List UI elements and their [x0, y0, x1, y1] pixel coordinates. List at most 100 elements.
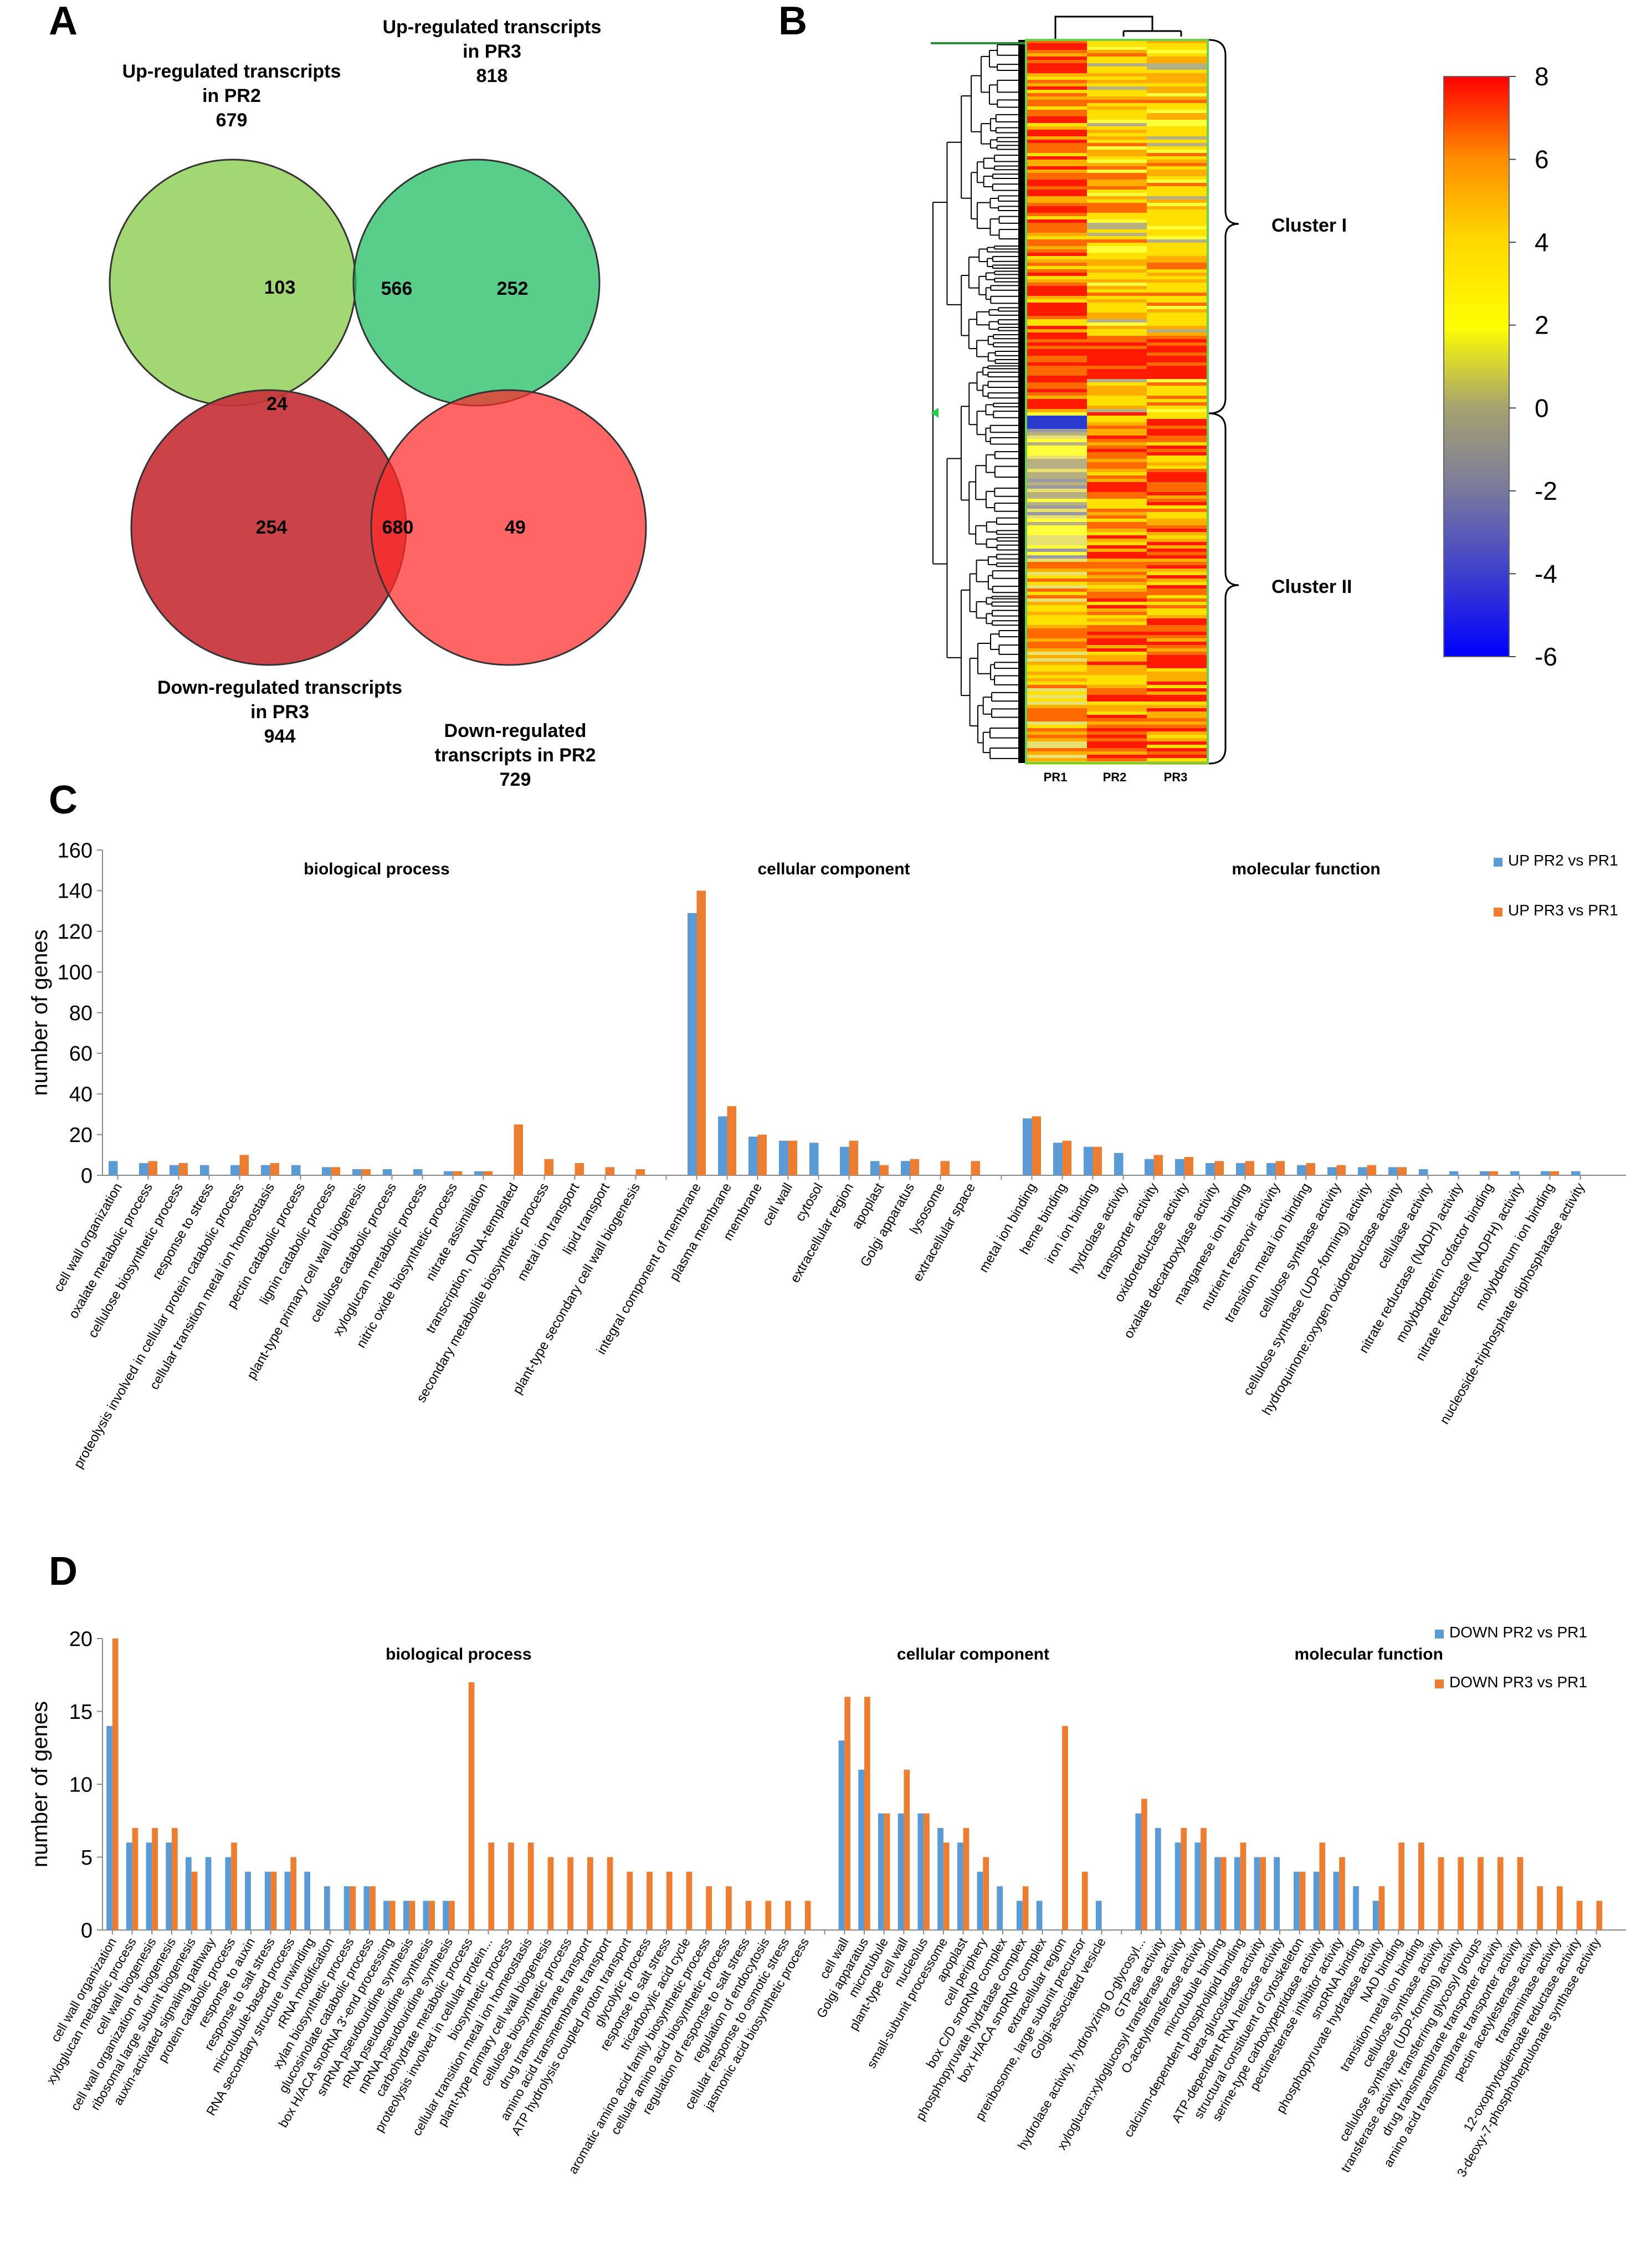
heatmap-cell — [1147, 525, 1208, 529]
heatmap-cell — [1147, 246, 1208, 249]
bar — [1017, 1901, 1023, 1930]
heatmap-cell — [1026, 569, 1087, 572]
heatmap-cell — [1147, 176, 1208, 180]
heatmap-cell — [1087, 346, 1147, 349]
heatmap-cell — [1147, 618, 1208, 622]
bar — [706, 1886, 712, 1930]
venn-region-up-pr2-only: 103 — [264, 277, 296, 298]
heatmap-cell — [1087, 263, 1147, 266]
heatmap-cell — [1026, 588, 1087, 592]
heatmap-cell — [1147, 685, 1208, 688]
venn-subtitle-up-pr2: in PR2 — [202, 85, 261, 106]
heatmap-cell — [1087, 399, 1147, 402]
heatmap-cell — [1026, 545, 1087, 549]
heatmap-cell — [1087, 615, 1147, 618]
heatmap-cell — [1026, 485, 1087, 489]
heatmap-cell — [1026, 80, 1087, 83]
bar — [1175, 1842, 1181, 1930]
heatmap-cell — [1147, 239, 1208, 243]
heatmap-cell — [1026, 226, 1087, 229]
bar — [983, 1857, 989, 1930]
bar — [350, 1886, 356, 1930]
heatmap-cell — [1026, 721, 1087, 725]
bar — [1537, 1886, 1543, 1930]
bar — [898, 1813, 904, 1930]
heatmap-cell — [1147, 675, 1208, 678]
venn-count-down-pr2: 729 — [500, 769, 531, 790]
bar — [291, 1165, 301, 1175]
bar — [1084, 1146, 1093, 1175]
bar — [849, 1140, 858, 1175]
heatmap-cell — [1087, 509, 1147, 512]
heatmap-cell — [1147, 602, 1208, 605]
bar — [1372, 1901, 1379, 1930]
heatmap-cell — [1147, 672, 1208, 675]
heatmap-cell — [1026, 495, 1087, 499]
heatmap-cell — [1147, 123, 1208, 126]
column-dendrogram — [1054, 16, 1182, 41]
heatmap-cell — [1026, 146, 1087, 150]
scale-tick-label: -4 — [1535, 559, 1557, 588]
heatmap-cell — [1147, 499, 1208, 502]
heatmap-cell — [1147, 236, 1208, 239]
heatmap-cell — [1026, 73, 1087, 76]
heatmap-cell — [1026, 96, 1087, 100]
heatmap-cell — [1026, 60, 1087, 63]
legend-label: UP PR2 vs PR1 — [1508, 852, 1618, 869]
legend-swatch — [1435, 1680, 1444, 1688]
venn-region-up-both: 566 — [381, 278, 413, 299]
heatmap-cell — [1026, 502, 1087, 505]
heatmap-cell — [1087, 492, 1147, 495]
heatmap-cell — [1147, 449, 1208, 452]
heatmap-cell — [1087, 638, 1147, 642]
bar — [1236, 1163, 1245, 1175]
heatmap-cell — [1147, 702, 1208, 705]
heatmap-cell — [1087, 519, 1147, 522]
heatmap-cell — [1147, 339, 1208, 342]
heatmap-cell — [1147, 648, 1208, 652]
bar — [205, 1857, 212, 1930]
heatmap-cell — [1087, 605, 1147, 608]
heatmap-cell — [1147, 173, 1208, 176]
venn-region-up-pr2-down-pr3: 24 — [266, 393, 288, 414]
heatmap-cell — [1147, 57, 1208, 60]
bar — [1319, 1842, 1326, 1930]
heatmap-cell — [1087, 505, 1147, 509]
heatmap-cell — [1087, 116, 1147, 120]
bar — [1206, 1163, 1215, 1175]
heatmap-col-pr2: PR2 — [1103, 770, 1127, 784]
bar — [804, 1901, 811, 1930]
heatmap-cell — [1147, 366, 1208, 369]
bar — [322, 1167, 331, 1175]
heatmap-cell — [1147, 342, 1208, 346]
heatmap-cells — [1026, 40, 1208, 765]
heatmap-cell — [1147, 372, 1208, 376]
bar — [575, 1163, 584, 1175]
bar — [870, 1161, 880, 1175]
bar — [917, 1813, 924, 1930]
heatmap-cell — [1026, 93, 1087, 96]
heatmap-frame — [1025, 39, 1209, 764]
heatmap-cell — [1087, 47, 1147, 50]
heatmap-cell — [1026, 303, 1087, 306]
heatmap-cell — [1087, 668, 1147, 672]
heatmap-cell — [1087, 728, 1147, 731]
heatmap-cell — [1147, 146, 1208, 150]
venn-count-up-pr2: 679 — [216, 110, 248, 131]
bar — [106, 1726, 112, 1930]
heatmap-cell — [1087, 73, 1147, 76]
heatmap-cell — [1087, 698, 1147, 702]
bar — [547, 1857, 554, 1930]
heatmap-cell — [1147, 559, 1208, 562]
bar — [1367, 1165, 1376, 1175]
heatmap-cell — [1026, 751, 1087, 755]
heatmap-cell — [1026, 83, 1087, 86]
bar — [1201, 1827, 1207, 1930]
bar — [1181, 1827, 1187, 1930]
heatmap-cell — [1147, 392, 1208, 396]
bar — [1299, 1871, 1306, 1930]
heatmap-cell — [1147, 718, 1208, 721]
bar — [331, 1167, 340, 1175]
bar — [109, 1161, 118, 1175]
heatmap-cell — [1087, 166, 1147, 170]
